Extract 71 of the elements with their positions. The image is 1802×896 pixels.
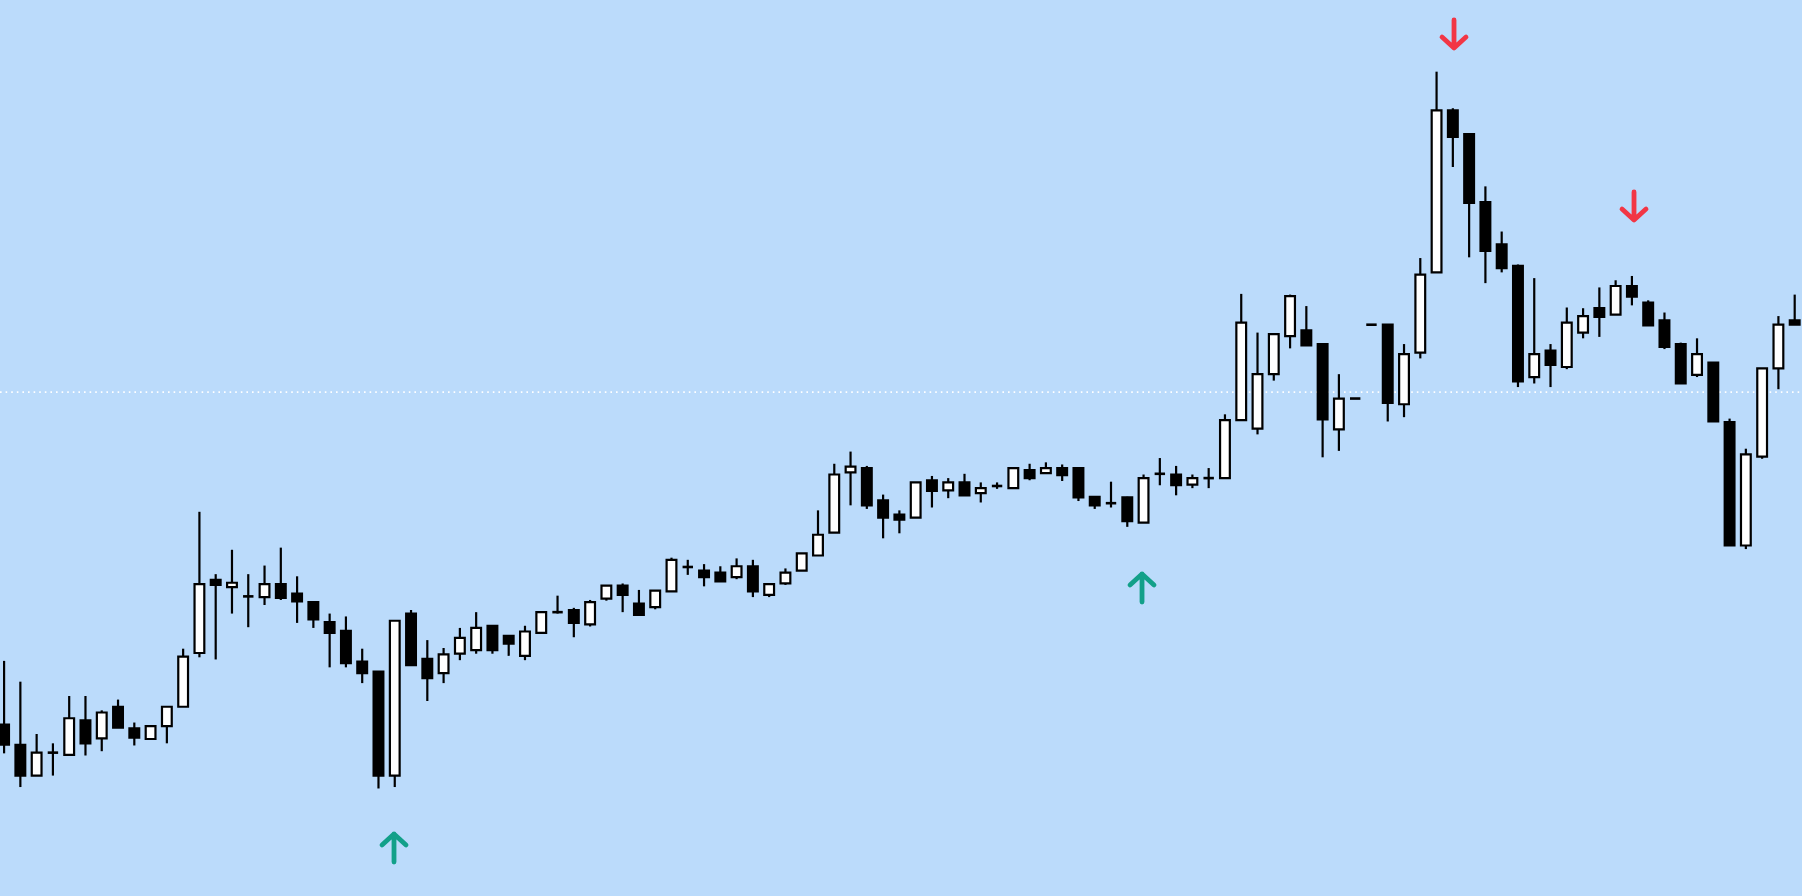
candlestick <box>1577 307 1590 340</box>
candlestick <box>535 611 548 635</box>
candlestick <box>698 563 711 588</box>
candlestick <box>519 624 531 662</box>
candlestick <box>860 464 873 511</box>
candlestick <box>486 624 499 655</box>
candlestick <box>1170 464 1183 497</box>
candlestick <box>30 732 43 777</box>
candlestick <box>14 680 27 789</box>
candlestick <box>1772 315 1785 391</box>
candlestick <box>1658 311 1671 351</box>
candlestick <box>63 694 76 756</box>
candlestick <box>893 509 906 535</box>
candlestick <box>632 588 645 617</box>
candlestick <box>274 546 287 602</box>
candlestick <box>470 611 483 655</box>
candlestick <box>1121 495 1134 528</box>
candlestick <box>1674 341 1687 385</box>
candlestick <box>1072 466 1085 503</box>
candlestick <box>437 646 450 685</box>
candlestick <box>1544 342 1557 389</box>
candlestick <box>974 481 987 504</box>
candlestick <box>1332 373 1345 452</box>
candlestick <box>877 493 890 540</box>
candlestick <box>307 601 320 630</box>
candlestick <box>812 509 824 557</box>
candlestick <box>128 721 141 747</box>
candlestick <box>112 698 125 729</box>
candlestick <box>730 557 743 581</box>
candlestick <box>160 705 173 745</box>
candlestick <box>95 709 108 753</box>
candlestick <box>1560 306 1573 371</box>
candlestick <box>649 589 662 611</box>
candlestick <box>1137 473 1150 524</box>
candlestick <box>1625 274 1638 307</box>
candlestick <box>453 626 466 662</box>
candlestick <box>844 450 857 507</box>
candlestick <box>1642 299 1655 327</box>
candlestick <box>1528 277 1541 385</box>
candlestick <box>421 639 434 703</box>
candlestick <box>1691 337 1704 379</box>
candlestick <box>1593 286 1606 338</box>
candlestick <box>1267 332 1280 382</box>
candlestick <box>909 481 922 519</box>
candlestick <box>567 606 580 639</box>
candlestick <box>291 575 304 624</box>
candlestick <box>1495 230 1508 274</box>
candlestick <box>79 694 92 757</box>
candlestick <box>502 634 515 657</box>
candlestick <box>0 659 11 755</box>
candlestick <box>258 564 271 607</box>
candlestick <box>1284 293 1297 350</box>
candlestick <box>958 472 971 497</box>
candlestick <box>584 598 597 628</box>
candlestick <box>1788 293 1801 326</box>
candlestick <box>225 548 238 615</box>
candlestick <box>942 477 955 500</box>
candlestick <box>209 573 222 661</box>
candlestick <box>665 556 678 593</box>
candlestick <box>356 647 369 685</box>
candlestick <box>1446 107 1459 169</box>
candlestick <box>323 612 336 669</box>
candlestick <box>1300 304 1313 347</box>
candlestick <box>616 582 629 614</box>
candlestick <box>1007 466 1020 490</box>
candlestick <box>1609 279 1622 316</box>
candlestick <box>746 558 759 599</box>
candlestick <box>241 573 255 629</box>
candlestick <box>925 474 938 509</box>
candlestick <box>46 742 60 777</box>
candlestick <box>339 615 352 669</box>
